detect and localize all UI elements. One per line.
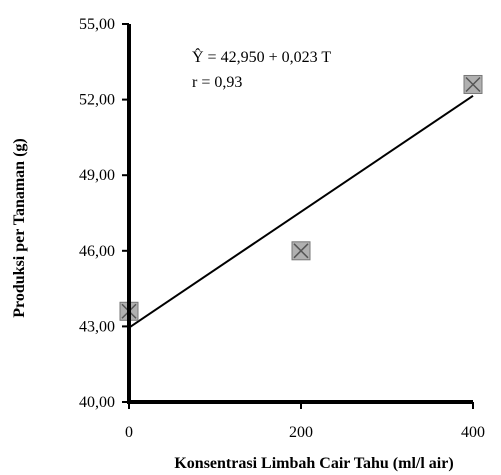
y-axis-title: Produksi per Tanaman (g) <box>11 138 28 317</box>
trendline <box>128 94 474 329</box>
y-tick-label: 55,00 <box>79 16 115 33</box>
x-axis-title: Konsentrasi Limbah Cair Tahu (ml/l air) <box>174 455 453 472</box>
correlation-coefficient: r = 0,93 <box>192 74 242 91</box>
y-tick-label: 46,00 <box>79 243 115 260</box>
y-tick-label: 49,00 <box>79 167 115 184</box>
x-tick-label: 400 <box>461 424 485 441</box>
data-point <box>291 241 311 261</box>
data-points <box>119 74 483 321</box>
x-tick-label: 0 <box>125 424 133 441</box>
x-tick-label: 200 <box>289 424 313 441</box>
x-axis-ticks: 0 200 400 <box>125 402 485 441</box>
data-point <box>463 74 483 94</box>
y-tick-label: 52,00 <box>79 92 115 109</box>
y-axis-ticks: 40,00 43,00 46,00 49,00 52,00 55,00 <box>79 16 129 411</box>
y-tick-label: 43,00 <box>79 318 115 335</box>
y-tick-label: 40,00 <box>79 394 115 411</box>
regression-equation: Ŷ = 42,950 + 0,023 T <box>192 47 331 66</box>
